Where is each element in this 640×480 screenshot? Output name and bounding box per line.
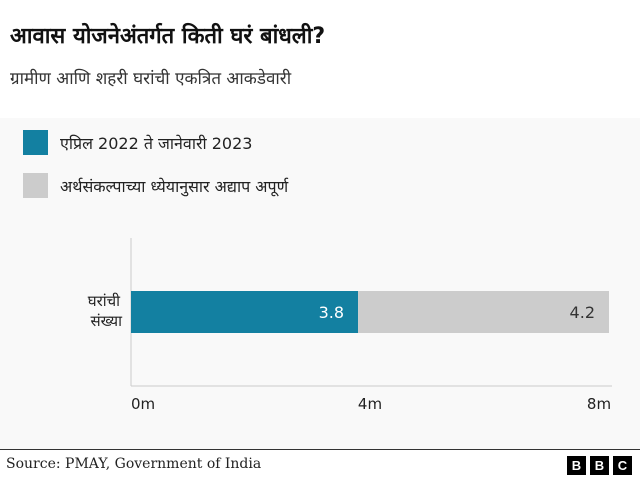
bar-segment-1	[131, 291, 359, 333]
chart-title: आवास योजनेअंतर्गत किती घरं बांधली?	[10, 24, 326, 49]
source-note: Source: PMAY, Government of India	[6, 456, 262, 472]
footer-divider	[0, 449, 640, 450]
legend-item-remaining: अर्थसंकल्पाच्या ध्येयानुसार अद्याप अपूर्…	[23, 173, 288, 198]
legend-swatch-completed	[23, 130, 48, 155]
bar-segment-2	[358, 291, 609, 333]
legend-label-remaining: अर्थसंकल्पाच्या ध्येयानुसार अद्याप अपूर्…	[60, 176, 289, 196]
category-label-line1: घरांची	[88, 292, 121, 310]
chart-panel	[0, 118, 640, 449]
legend-swatch-remaining	[23, 173, 48, 198]
x-tick-label: 0m	[131, 395, 155, 413]
data-label-2: 4.2	[570, 303, 595, 322]
legend-label-completed: एप्रिल 2022 ते जानेवारी 2023	[60, 133, 253, 153]
x-tick-label: 8m	[587, 395, 611, 413]
legend-item-completed: एप्रिल 2022 ते जानेवारी 2023	[23, 130, 252, 155]
x-tick-label: 4m	[358, 395, 382, 413]
chart-subtitle: ग्रामीण आणि शहरी घरांची एकत्रित आकडेवारी	[10, 69, 292, 89]
category-label-line2: संख्या	[90, 312, 123, 330]
data-label-1: 3.8	[319, 303, 344, 322]
